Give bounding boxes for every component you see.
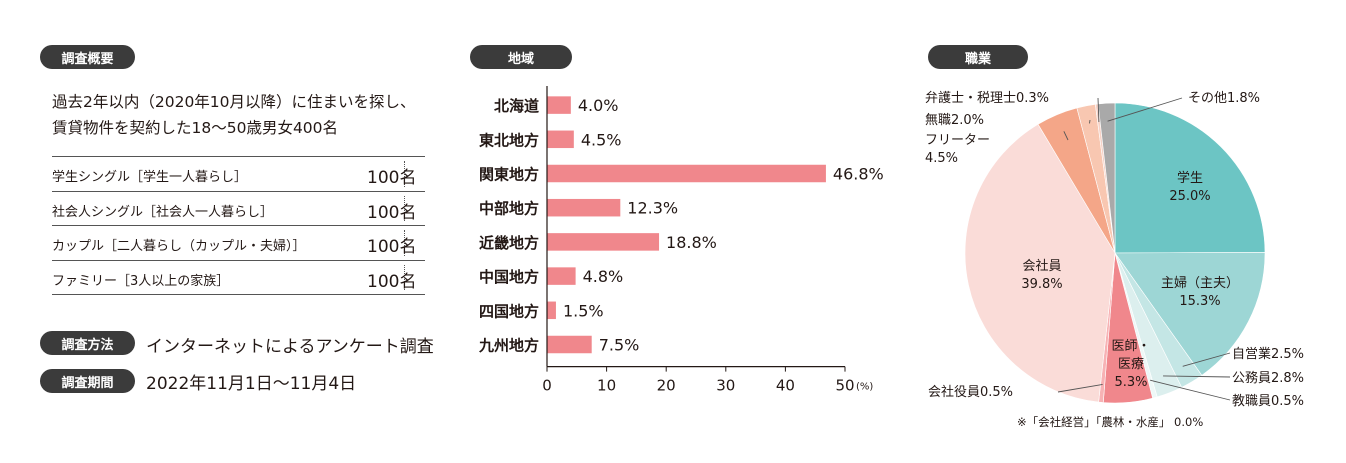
region-badge: 地域 <box>470 45 572 69</box>
summary-line: 過去2年以内（2020年10月以降）に住まいを探し、 <box>52 93 416 111</box>
occupation-pie-chart: 学生 25.0% 主婦（主夫） 15.3% 会社員 39.8% 医師・医療 5.3% 自営業2.… <box>925 90 1304 429</box>
pie-leader-line <box>1057 383 1103 393</box>
pie-leader-line <box>1107 97 1183 122</box>
segment-label: カップル［二人暮らし（カップル・夫婦）］ <box>52 239 306 254</box>
segment-divider <box>404 195 405 221</box>
bar-category-label: 九州地方 <box>478 337 539 355</box>
bar-category-label: 中部地方 <box>479 200 539 218</box>
bar-category-label: 中国地方 <box>479 268 539 286</box>
x-tick-label: 10 <box>597 377 616 395</box>
segment-label: 学生シングル［学生一人暮らし］ <box>52 170 248 185</box>
segment-row: 学生シングル［学生一人暮らし］ 100名 <box>52 157 425 192</box>
pie-label: 公務員2.8% <box>1232 371 1304 386</box>
pie-label: 自営業2.5% <box>1232 346 1304 362</box>
bar-value-label: 4.0% <box>578 96 619 115</box>
bar <box>547 164 826 183</box>
pie-label: 会社員 <box>1022 258 1061 274</box>
bar-value-label: 46.8% <box>833 165 884 184</box>
segment-row: カップル［二人暮らし（カップル・夫婦）］ 100名 <box>52 226 425 261</box>
segment-row: ファミリー［3人以上の家族］ 100名 <box>52 261 425 295</box>
bar-value-label: 12.3% <box>627 199 678 218</box>
bar <box>547 198 621 217</box>
pie-label: 医療 <box>1118 357 1144 372</box>
segment-row: 社会人シングル［社会人一人暮らし］ 100名 <box>52 192 425 226</box>
bar-value-label: 7.5% <box>599 336 640 355</box>
bar-value-label: 4.8% <box>583 267 624 286</box>
pie-label: 弁護士・税理士0.3% <box>925 90 1049 106</box>
pie-leader-line <box>1097 97 1100 123</box>
occupation-badge: 職業 <box>928 45 1028 69</box>
pie-label: その他1.8% <box>1188 91 1260 106</box>
pie-slice <box>1114 251 1266 376</box>
pie-leader-line <box>1182 352 1231 367</box>
pie-label: 学生 <box>1177 170 1203 186</box>
pie-leader-line <box>1163 375 1231 378</box>
segment-divider <box>404 230 405 256</box>
pie-label: 会社役員0.5% <box>928 384 1013 400</box>
pie-label: 39.8% <box>1021 277 1062 292</box>
period-badge: 調査期間 <box>40 369 135 393</box>
pie-label: 15.3% <box>1179 294 1220 309</box>
bar-category-label: 北海道 <box>494 97 539 115</box>
segment-label: 社会人シングル［社会人一人暮らし］ <box>52 204 274 220</box>
segment-label: ファミリー［3人以上の家族］ <box>52 273 230 289</box>
bar-category-label: 四国地方 <box>479 302 539 320</box>
bar <box>547 335 592 354</box>
pie-label: 4.5% <box>925 151 958 166</box>
pie-leader-line <box>1150 379 1231 401</box>
x-tick-label: 0 <box>542 377 552 395</box>
pie-label: 無職2.0% <box>925 113 984 128</box>
x-tick-label: 20 <box>657 377 676 395</box>
bar <box>547 96 571 114</box>
bar-value-label: 18.8% <box>666 233 717 252</box>
bar <box>547 301 556 320</box>
bar-category-label: 東北地方 <box>479 131 539 149</box>
segment-count: 100名 <box>367 168 417 188</box>
pie-label: 主婦（主夫） <box>1161 275 1239 291</box>
bar-value-label: 1.5% <box>563 301 604 320</box>
x-axis-unit: (%) <box>856 382 873 393</box>
survey-summary: 過去2年以内（2020年10月以降）に住まいを探し、 賃貸物件を契約した18～5… <box>52 89 416 141</box>
pie-slice <box>1114 102 1266 254</box>
bar <box>547 267 576 285</box>
segment-table: 学生シングル［学生一人暮らし］ 100名 社会人シングル［社会人一人暮らし］ 1… <box>52 156 425 295</box>
method-badge: 調査方法 <box>40 331 135 355</box>
bar <box>547 130 574 149</box>
x-tick-label: 40 <box>776 377 795 395</box>
segment-divider <box>404 264 405 290</box>
segment-count: 100名 <box>367 202 417 223</box>
x-tick-label: 30 <box>716 377 735 395</box>
pie-slice <box>964 123 1116 403</box>
segment-count: 100名 <box>367 237 417 257</box>
bar-value-label: 4.5% <box>581 130 622 149</box>
pie-label: 教職員0.5% <box>1232 393 1304 409</box>
segment-count: 100名 <box>367 271 417 292</box>
period-value: 2022年11月1日～11月4日 <box>146 374 357 394</box>
pie-label: 医師・ <box>1111 339 1150 354</box>
region-bar-chart: 北海道 4.0% 東北地方 4.5% 関東地方 46.8% 中部地方 12.3% 近畿地方 18.… <box>478 86 884 395</box>
pie-label: フリーター <box>925 133 990 148</box>
overview-badge: 調査概要 <box>40 45 135 69</box>
pie-label: 25.0% <box>1169 189 1210 204</box>
summary-line: 賃貸物件を契約した18～50歳男女400名 <box>52 119 339 137</box>
pie-footnote: ※「会社経営」「農林・水産」 0.0% <box>1017 415 1203 429</box>
method-value: インターネットによるアンケート調査 <box>146 337 434 357</box>
bar <box>547 233 660 251</box>
bar-category-label: 近畿地方 <box>479 234 539 252</box>
segment-divider <box>404 161 405 187</box>
pie-label: 5.3% <box>1114 375 1147 390</box>
x-tick-label: 50 <box>835 377 854 395</box>
pie-leader-line <box>1063 131 1069 141</box>
bar-category-label: 関東地方 <box>479 166 539 184</box>
